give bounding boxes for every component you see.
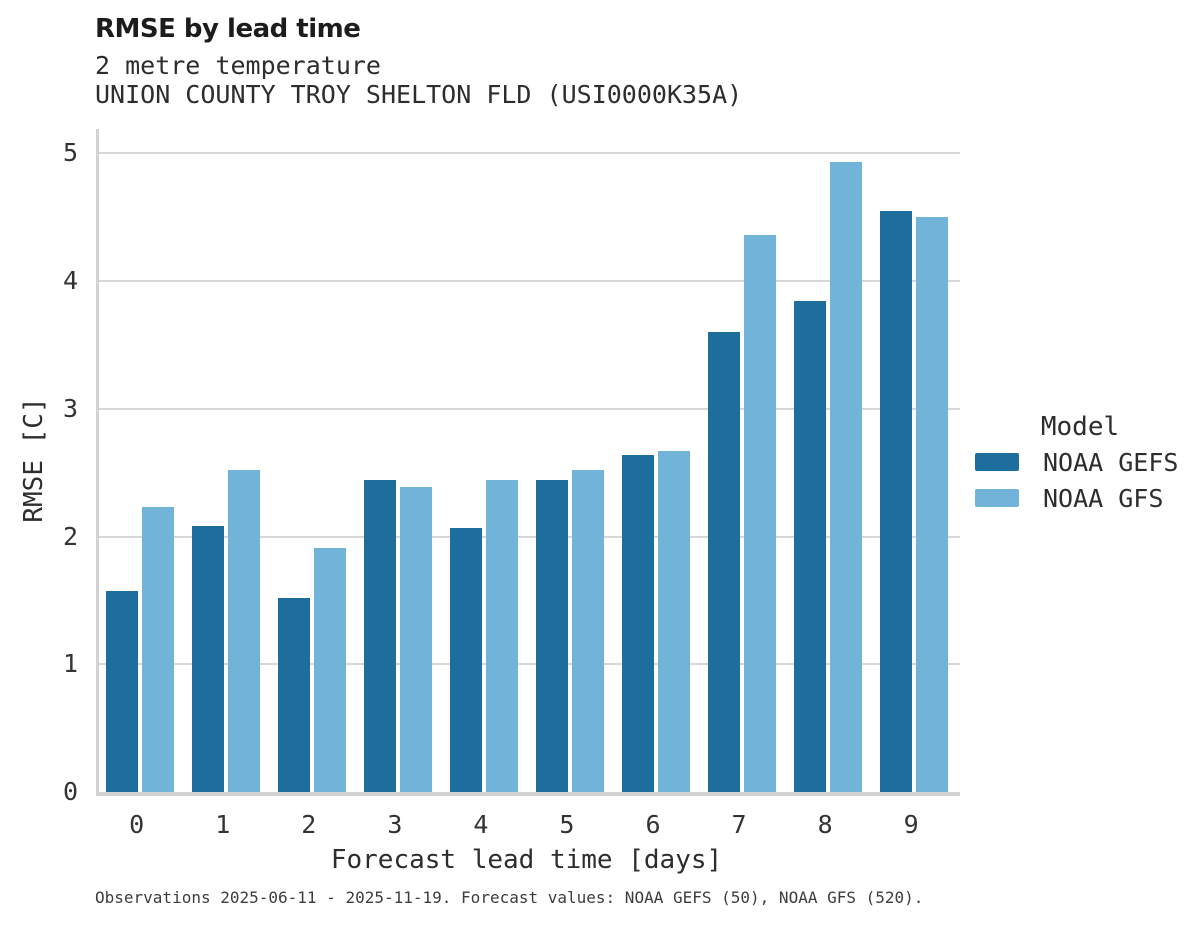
bar-noaa-gefs-lead-8 — [794, 301, 827, 792]
ytick-label-5: 5 — [62, 138, 78, 168]
ytick-label-1: 1 — [62, 649, 78, 679]
caption: Observations 2025-06-11 - 2025-11-19. Fo… — [95, 888, 924, 907]
legend-title: Model — [1040, 412, 1120, 442]
bar-noaa-gefs-lead-4 — [449, 527, 482, 792]
gridline-y-1 — [99, 663, 960, 666]
xtick-label-3: 3 — [387, 810, 403, 839]
xtick-label-8: 8 — [817, 810, 833, 839]
legend-swatch-noaa-gefs — [975, 453, 1019, 471]
ytick-label-0: 0 — [62, 777, 78, 806]
ytick-label-4: 4 — [62, 266, 78, 296]
bar-noaa-gefs-lead-9 — [880, 210, 913, 792]
legend-label-noaa-gfs: NOAA GFS — [1043, 483, 1164, 513]
xtick-label-0: 0 — [129, 810, 145, 839]
bar-noaa-gfs-lead-7 — [744, 235, 777, 792]
chart-title: RMSE by lead time — [95, 14, 361, 44]
x-axis-spine — [96, 792, 960, 796]
bar-noaa-gfs-lead-8 — [830, 162, 863, 792]
bar-noaa-gefs-lead-2 — [277, 597, 310, 792]
legend-entry-noaa-gfs: NOAA GFS — [975, 480, 1185, 516]
bar-noaa-gefs-lead-6 — [622, 454, 654, 792]
title-block: RMSE by lead time 2 metre temperature UN… — [95, 14, 742, 109]
ytick-label-2: 2 — [62, 521, 78, 551]
legend-swatch-noaa-gfs — [975, 489, 1019, 507]
plot-area — [96, 129, 960, 796]
bar-noaa-gfs-lead-6 — [658, 450, 690, 792]
bar-noaa-gefs-lead-1 — [191, 526, 224, 792]
bar-noaa-gfs-lead-9 — [916, 217, 949, 792]
gridline-y-5 — [99, 152, 960, 155]
bar-noaa-gefs-lead-7 — [708, 332, 741, 792]
bar-noaa-gefs-lead-3 — [363, 480, 396, 792]
bar-noaa-gfs-lead-2 — [313, 548, 346, 792]
legend-label-noaa-gefs: NOAA GEFS — [1043, 447, 1179, 477]
xtick-label-5: 5 — [559, 810, 575, 839]
xtick-label-4: 4 — [473, 810, 489, 839]
gridline-y-4 — [99, 280, 960, 283]
xtick-label-1: 1 — [215, 810, 231, 839]
bar-noaa-gfs-lead-1 — [227, 470, 260, 792]
bar-noaa-gfs-lead-4 — [485, 480, 518, 792]
bar-noaa-gfs-lead-5 — [571, 470, 604, 792]
xtick-label-6: 6 — [645, 810, 661, 839]
xtick-label-7: 7 — [731, 810, 747, 839]
ytick-label-3: 3 — [62, 393, 78, 423]
chart-subtitle-variable: 2 metre temperature — [95, 51, 381, 80]
xtick-label-2: 2 — [301, 810, 317, 839]
x-axis-title: Forecast lead time [days] — [330, 845, 723, 875]
xtick-label-9: 9 — [903, 810, 919, 839]
legend-entry-noaa-gefs: NOAA GEFS — [975, 444, 1185, 480]
bar-noaa-gefs-lead-5 — [535, 480, 568, 792]
legend: Model NOAA GEFS NOAA GFS — [975, 410, 1185, 516]
gridline-y-3 — [99, 407, 960, 410]
bar-noaa-gfs-lead-0 — [141, 507, 174, 792]
bar-noaa-gfs-lead-3 — [399, 486, 432, 792]
gridline-y-2 — [99, 535, 960, 538]
bar-noaa-gefs-lead-0 — [105, 591, 138, 792]
chart-subtitle-station: UNION COUNTY TROY SHELTON FLD (USI0000K3… — [95, 80, 743, 109]
